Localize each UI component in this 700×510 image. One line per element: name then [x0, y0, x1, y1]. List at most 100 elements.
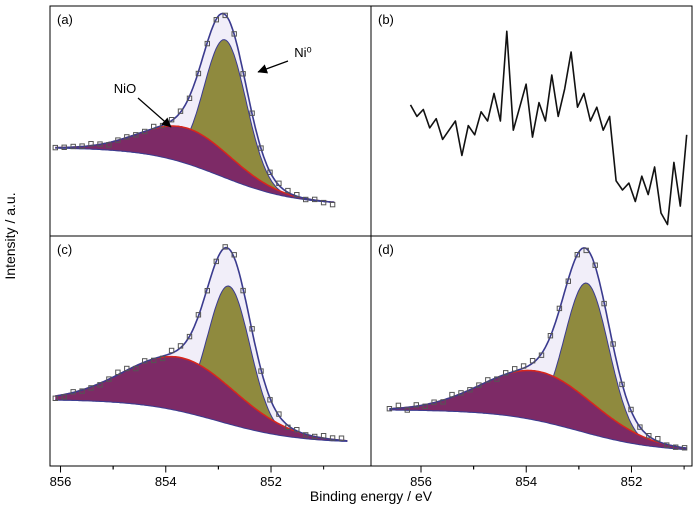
background-line — [389, 409, 687, 451]
ni0-component-area — [55, 286, 348, 442]
x-tick-label: 854 — [155, 474, 177, 489]
panel-b-frame — [370, 5, 693, 237]
data-point-marker — [79, 143, 85, 149]
data-point-marker — [70, 389, 76, 395]
data-point-marker — [186, 95, 193, 101]
nio-component-area — [55, 126, 335, 203]
panel-a-plot — [52, 12, 336, 208]
data-point-marker — [106, 142, 112, 148]
data-point-marker — [458, 390, 464, 396]
data-point-marker — [276, 180, 282, 187]
data-point-marker — [61, 394, 67, 400]
data-point-marker — [637, 424, 643, 430]
panel-d-plot — [386, 247, 688, 451]
panel-a-label: (a) — [57, 12, 73, 27]
data-point-marker — [88, 385, 94, 391]
data-point-marker — [413, 402, 420, 408]
panel-frames — [49, 5, 693, 467]
data-point-marker — [124, 365, 130, 372]
data-point-marker — [547, 333, 554, 339]
data-point-marker — [303, 432, 309, 438]
data-point-marker — [655, 436, 661, 442]
x-tick-label: 856 — [50, 474, 72, 489]
data-point-marker — [142, 358, 148, 364]
data-point-marker — [222, 12, 228, 19]
data-point-marker — [619, 381, 625, 388]
data-point-marker — [556, 305, 563, 312]
data-point-marker — [240, 287, 246, 294]
x-tick-label: 852 — [621, 474, 643, 489]
data-point-marker — [681, 445, 688, 451]
x-axis-label: Binding energy / eV — [310, 488, 433, 504]
ni0-annotation: Ni⁰ — [294, 45, 312, 60]
ni0-component-area — [389, 283, 687, 450]
data-point-marker — [186, 333, 193, 340]
nio-arrow — [137, 97, 172, 128]
data-point-marker — [664, 442, 670, 448]
data-point-marker — [431, 399, 437, 405]
data-point-marker — [320, 199, 327, 206]
data-point-marker — [61, 144, 67, 151]
fit-envelope-area — [55, 13, 335, 203]
data-point-marker — [258, 145, 264, 151]
data-point-marker — [338, 435, 345, 441]
data-point-marker — [503, 370, 509, 376]
data-point-marker — [285, 187, 291, 194]
data-point-marker — [395, 402, 402, 409]
data-point-marker — [151, 123, 157, 130]
x-tick-label: 852 — [260, 474, 282, 489]
data-point-marker — [440, 399, 446, 405]
panel-b-plot — [409, 30, 688, 226]
x-tick-label: 856 — [410, 474, 432, 489]
data-point-marker — [312, 433, 318, 440]
data-point-marker — [628, 406, 634, 413]
data-point-marker — [467, 387, 473, 393]
data-point-marker — [115, 137, 121, 143]
data-point-marker — [485, 377, 491, 383]
data-point-marker — [213, 17, 220, 23]
data-point-marker — [133, 132, 139, 138]
background-line — [55, 399, 348, 442]
data-point-marker — [52, 144, 58, 151]
data-point-marker — [267, 169, 273, 176]
ni0-arrow — [257, 60, 289, 74]
envelope-line — [389, 247, 687, 449]
data-point-marker — [97, 141, 103, 147]
data-point-marker — [240, 71, 246, 77]
data-point-marker — [124, 134, 130, 140]
data-point-marker — [168, 347, 175, 354]
data-point-marker — [494, 376, 500, 382]
data-point-marker — [204, 40, 211, 47]
data-point-marker — [97, 382, 103, 388]
data-point-marker — [70, 143, 76, 150]
ni0-component-area — [55, 39, 335, 203]
data-point-marker — [258, 368, 264, 374]
data-point-marker — [249, 110, 255, 116]
data-point-marker — [320, 433, 327, 439]
data-point-marker — [512, 366, 518, 372]
panel-c-label: (c) — [57, 242, 72, 257]
data-point-marker — [276, 411, 282, 417]
axis-ticks: 856 854 852 856 854 852 — [50, 466, 685, 489]
data-point-marker — [646, 433, 652, 439]
data-point-marker — [329, 435, 336, 441]
data-point-marker — [79, 388, 85, 394]
background-line — [55, 147, 335, 203]
data-point-marker — [151, 357, 157, 364]
nio-annotation: NiO — [114, 81, 136, 96]
data-point-marker — [565, 278, 571, 284]
data-point-marker — [386, 406, 393, 412]
data-point-marker — [449, 391, 455, 398]
data-point-marker — [204, 288, 211, 294]
data-point-marker — [520, 363, 527, 369]
noise-trace — [409, 30, 688, 226]
data-point-marker — [601, 300, 607, 307]
panel-b-label: (b) — [378, 12, 394, 27]
data-point-marker — [285, 424, 291, 431]
data-point-marker — [610, 341, 616, 347]
y-axis-label: Intensity / a.u. — [2, 192, 18, 279]
data-point-marker — [422, 403, 428, 410]
panel-d-frame — [370, 235, 693, 467]
